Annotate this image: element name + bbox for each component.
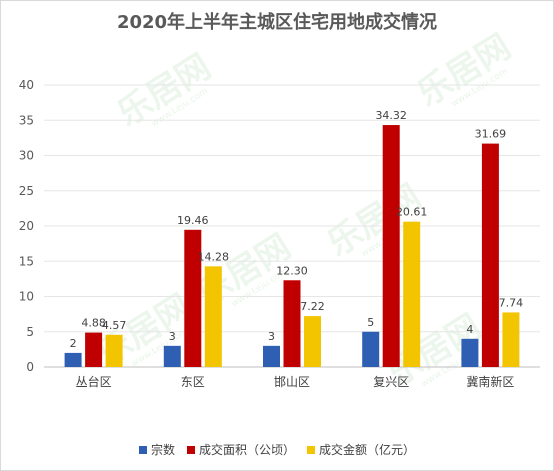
- bar: [105, 334, 123, 367]
- y-tick-label: 0: [26, 360, 34, 374]
- y-tick-label: 15: [19, 254, 34, 268]
- data-label: 4.57: [102, 319, 127, 332]
- x-tick-label: 邯山区: [274, 374, 310, 389]
- bar: [403, 221, 421, 367]
- chart-title: 2020年上半年主城区住宅用地成交情况: [116, 12, 438, 33]
- data-label: 7.74: [499, 296, 524, 309]
- y-tick-label: 10: [19, 290, 34, 304]
- data-label: 7.22: [300, 300, 325, 313]
- legend-label: 宗数: [150, 443, 175, 457]
- y-tick-label: 35: [19, 113, 34, 127]
- x-tick-label: 复兴区: [373, 375, 409, 389]
- data-label: 5: [367, 316, 374, 329]
- chart-legend: 宗数 成交面积（公顷） 成交金额（亿元）: [0, 441, 554, 458]
- bar: [163, 345, 181, 367]
- data-label: 2: [70, 337, 77, 350]
- bar: [502, 312, 520, 367]
- bar: [85, 332, 103, 367]
- legend-swatch: [186, 445, 195, 454]
- bar: [481, 143, 499, 367]
- data-label: 31.69: [475, 128, 507, 141]
- data-label: 3: [169, 330, 176, 343]
- x-tick-label: 东区: [181, 375, 205, 389]
- bar: [362, 331, 380, 367]
- data-label: 3: [268, 330, 275, 343]
- legend-item: 宗数: [138, 441, 175, 458]
- bar: [304, 316, 321, 367]
- y-tick-label: 25: [19, 184, 34, 198]
- legend-item: 成交面积（公顷）: [186, 441, 295, 458]
- y-tick-label: 20: [19, 219, 34, 233]
- bar: [263, 345, 280, 367]
- bar: [64, 352, 82, 367]
- data-label: 14.28: [198, 250, 230, 263]
- x-tick-label: 丛台区: [76, 374, 112, 389]
- bar: [283, 280, 301, 367]
- bar: [204, 266, 222, 367]
- bar: [184, 229, 202, 367]
- legend-swatch: [307, 445, 315, 454]
- bar: [382, 125, 400, 367]
- y-tick-label: 40: [19, 78, 34, 92]
- y-tick-label: 30: [19, 149, 34, 163]
- legend-item: 成交金额（亿元）: [307, 441, 415, 458]
- data-label: 19.46: [177, 214, 209, 227]
- data-label: 34.32: [375, 109, 407, 122]
- bar: [461, 338, 479, 367]
- data-label: 4: [466, 323, 473, 336]
- data-label: 4.88: [81, 317, 106, 330]
- legend-swatch: [138, 445, 147, 454]
- data-label: 12.30: [276, 264, 308, 277]
- legend-label: 成交金额（亿元）: [319, 443, 416, 457]
- y-tick-label: 5: [26, 325, 34, 339]
- x-tick-label: 冀南新区: [466, 374, 514, 389]
- legend-label: 成交面积（公顷）: [198, 443, 295, 457]
- data-label: 20.61: [396, 206, 428, 219]
